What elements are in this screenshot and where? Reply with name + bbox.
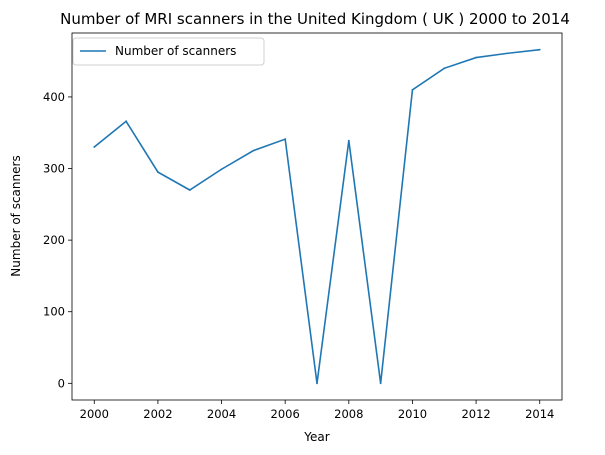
legend-box [72,37,265,66]
data-point [379,382,382,385]
x-tick-label: 2008 [334,407,363,421]
series-layer [93,48,541,385]
x-tick-label: 2014 [525,407,554,421]
data-point [93,146,96,148]
data-point [316,382,318,385]
x-axis: 2000 2002 2004 2006 2008 2010 2012 2014 [80,400,554,421]
data-point [411,88,414,91]
y-tick-label: 300 [43,162,65,176]
y-tick-label: 0 [58,376,65,390]
data-point [220,168,223,171]
data-point [538,48,541,51]
legend-entry-label: Number of scanners [115,44,236,58]
data-point [347,139,350,142]
x-tick-label: 2006 [271,407,300,421]
x-tick-label: 2010 [398,407,427,421]
x-axis-label: Year [303,430,329,444]
data-point [188,189,191,191]
x-tick-label: 2000 [80,407,109,421]
legend: Number of scanners [72,37,265,66]
x-tick-label: 2002 [143,407,172,421]
data-point [157,171,159,174]
data-point [475,56,477,59]
y-tick-label: 400 [43,90,65,104]
data-point [507,52,509,55]
data-point [284,138,287,141]
x-tick-label: 2012 [461,407,490,421]
y-axis: 0 100 200 300 400 [43,90,72,390]
y-tick-label: 200 [43,233,65,247]
data-point [443,67,446,70]
data-point [125,120,127,123]
y-tick-label: 100 [43,305,65,319]
y-axis-label: Number of scanners [9,155,23,276]
data-point [252,149,255,152]
x-tick-label: 2004 [207,407,236,421]
chart-title: Number of MRI scanners in the United Kin… [60,10,570,28]
plot-area [71,32,563,401]
